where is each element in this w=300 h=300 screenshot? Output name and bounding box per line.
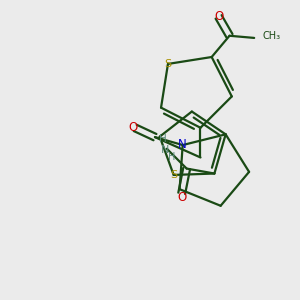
Text: O: O	[129, 122, 138, 134]
Text: H: H	[168, 152, 176, 162]
Text: N: N	[178, 138, 187, 151]
Text: S: S	[164, 59, 172, 69]
Text: O: O	[214, 11, 223, 23]
Text: N: N	[161, 145, 169, 155]
Text: H: H	[159, 134, 167, 144]
Text: S: S	[170, 170, 177, 180]
Text: O: O	[177, 191, 186, 204]
Text: CH₃: CH₃	[262, 31, 280, 41]
